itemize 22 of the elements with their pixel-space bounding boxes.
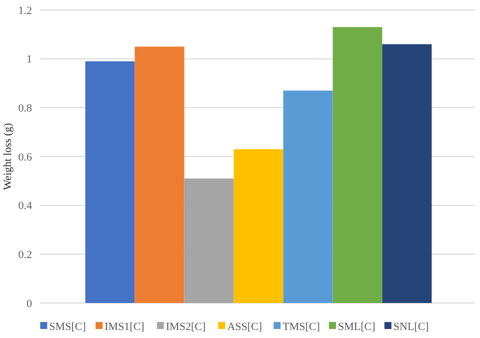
- y-tick-label: 1: [26, 54, 32, 66]
- bar: [184, 178, 234, 303]
- y-tick-label: 1.2: [18, 4, 32, 17]
- legend-label: IMS1[C]: [104, 320, 144, 333]
- legend-label: SMS[C]: [49, 320, 86, 333]
- bar: [234, 149, 284, 303]
- y-tick-label: 0.6: [18, 151, 32, 164]
- bar: [283, 90, 333, 303]
- bar: [332, 27, 382, 303]
- y-tick-label: 0.4: [18, 200, 32, 212]
- legend-label: IMS2[C]: [166, 320, 206, 333]
- y-tick-label: 0.8: [18, 102, 32, 115]
- bar: [85, 61, 135, 303]
- legend-label: SML[C]: [338, 320, 376, 333]
- y-tick-label: 0.2: [18, 249, 32, 262]
- y-tick-label: 0: [26, 298, 32, 310]
- legend-label: ASS[C]: [227, 320, 262, 333]
- y-axis-title: Weight loss (g): [2, 122, 14, 190]
- legend-label: SNL[C]: [393, 320, 429, 333]
- bar: [382, 44, 432, 303]
- legend-label: TMS[C]: [282, 320, 320, 333]
- bar: [134, 46, 184, 303]
